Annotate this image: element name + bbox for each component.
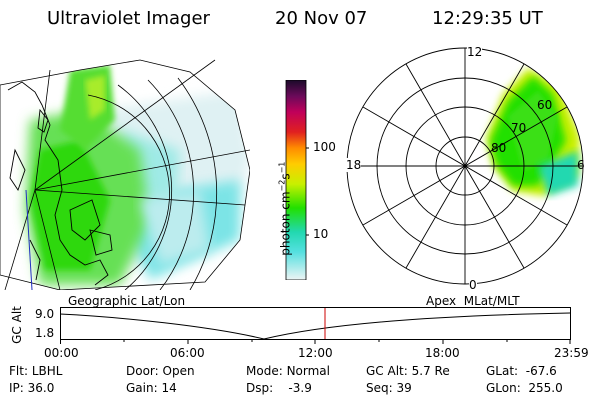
polar-label-dawn: 6 <box>577 158 585 172</box>
status-glat: GLat: -67.6 <box>486 364 557 378</box>
colorbar <box>285 80 309 280</box>
status-ip: IP: 36.0 <box>9 381 55 395</box>
polar-plot <box>346 47 584 285</box>
polar-label-noon: 12 <box>467 45 483 59</box>
status-flt: Flt: LBHL <box>9 364 63 378</box>
altitude-timeline <box>60 307 571 344</box>
timeline-xtick-4: 23:59 <box>554 346 589 360</box>
timeline-xtick-1: 06:00 <box>170 346 205 360</box>
timeline-axis-label: GC Alt <box>10 306 24 344</box>
timeline-ytick-low: 1.8 <box>35 326 55 340</box>
timeline-ytick-high: 9.0 <box>35 307 55 321</box>
geo-aurora-fill <box>0 60 250 290</box>
instrument-title: Ultraviolet Imager <box>47 8 210 29</box>
timeline-xtick-3: 18:00 <box>425 346 460 360</box>
polar-lat-70: 70 <box>511 121 527 135</box>
status-gain: Gain: 14 <box>126 381 177 395</box>
colorbar-unit-label: photon cm−2s−1 <box>277 161 293 256</box>
colorbar-tick-100: 100 <box>313 140 336 154</box>
status-mode: Mode: Normal <box>246 364 330 378</box>
right-panel-label: Apex MLat/MLT <box>426 294 520 308</box>
geo-coastlines <box>7 81 113 286</box>
geo-grid <box>0 59 250 290</box>
status-door: Door: Open <box>126 364 195 378</box>
geo-terminator-line <box>25 189 33 290</box>
left-panel-label: Geographic Lat/Lon <box>68 294 186 308</box>
polar-aurora-fill <box>486 68 580 196</box>
polar-lat-60: 60 <box>537 98 553 112</box>
polar-label-dusk: 18 <box>346 158 362 172</box>
timeline-xtick-2: 12:00 <box>298 346 333 360</box>
status-glon: GLon: 255.0 <box>486 381 563 395</box>
status-dsp: Dsp: -3.9 <box>246 381 312 395</box>
status-gc-alt: GC Alt: 5.7 Re <box>366 364 450 378</box>
colorbar-tick-10: 10 <box>313 227 329 241</box>
timeline-xtick-0: 00:00 <box>44 346 79 360</box>
polar-label-midnight: 0 <box>469 278 477 292</box>
date-label: 20 Nov 07 <box>275 8 368 29</box>
geographic-image <box>0 59 250 290</box>
polar-lat-80: 80 <box>491 141 507 155</box>
status-seq: Seq: 39 <box>366 381 412 395</box>
polar-grid <box>346 47 584 285</box>
time-label: 12:29:35 UT <box>432 8 543 29</box>
